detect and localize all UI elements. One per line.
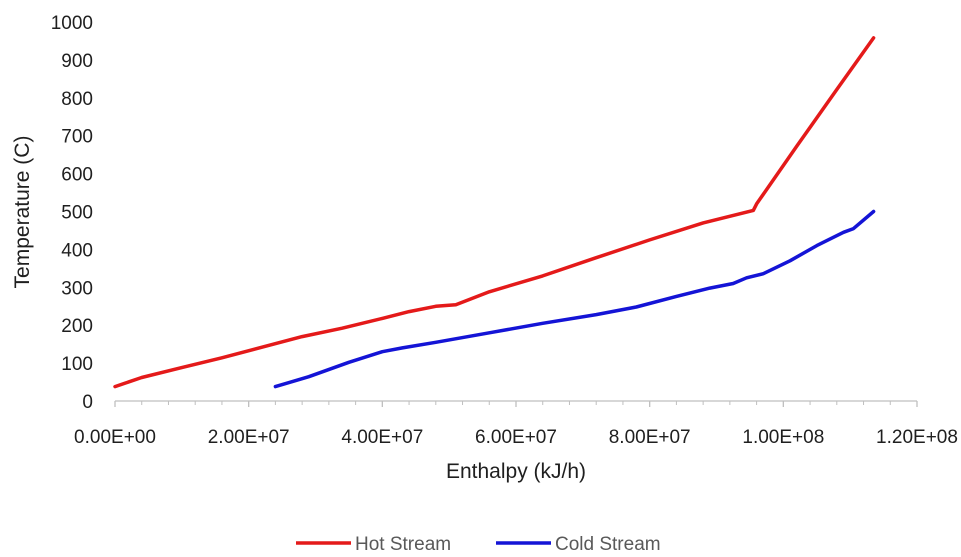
- legend-label-cold-stream: Cold Stream: [555, 534, 661, 552]
- y-tick-label: 900: [61, 51, 93, 72]
- y-tick-label: 300: [61, 278, 93, 299]
- y-tick-label: 100: [61, 354, 93, 375]
- y-tick-label: 800: [61, 89, 93, 110]
- y-tick-label: 0: [82, 392, 93, 413]
- y-axis-title: Temperature (C): [11, 136, 34, 289]
- y-tick-label: 700: [61, 127, 93, 148]
- y-tick-label: 500: [61, 203, 93, 224]
- series-line-hot-stream: [113, 36, 876, 389]
- y-tick-label: 200: [61, 316, 93, 337]
- series-layer: [113, 36, 876, 389]
- legend: Hot Stream Cold Stream: [296, 534, 661, 555]
- x-axis-title: Enthalpy (kJ/h): [446, 460, 586, 483]
- legend-label-hot-stream: Hot Stream: [355, 534, 451, 552]
- y-tick-label: 1000: [51, 13, 93, 34]
- y-tick-label: 600: [61, 165, 93, 186]
- axes-layer: 0.00E+00 2.00E+07 4.00E+07 6.00E+07 8.00E+07…: [51, 13, 958, 448]
- x-tick-label: 1.00E+08: [742, 427, 824, 448]
- x-tick-label: 4.00E+07: [341, 427, 423, 448]
- x-tick-label: 8.00E+07: [609, 427, 691, 448]
- x-tick-label: 6.00E+07: [475, 427, 557, 448]
- x-tick-label: 1.20E+08: [876, 427, 958, 448]
- y-tick-label: 400: [61, 240, 93, 261]
- x-tick-label: 0.00E+00: [74, 427, 156, 448]
- series-line-cold-stream: [273, 209, 876, 389]
- x-tick-label: 2.00E+07: [208, 427, 290, 448]
